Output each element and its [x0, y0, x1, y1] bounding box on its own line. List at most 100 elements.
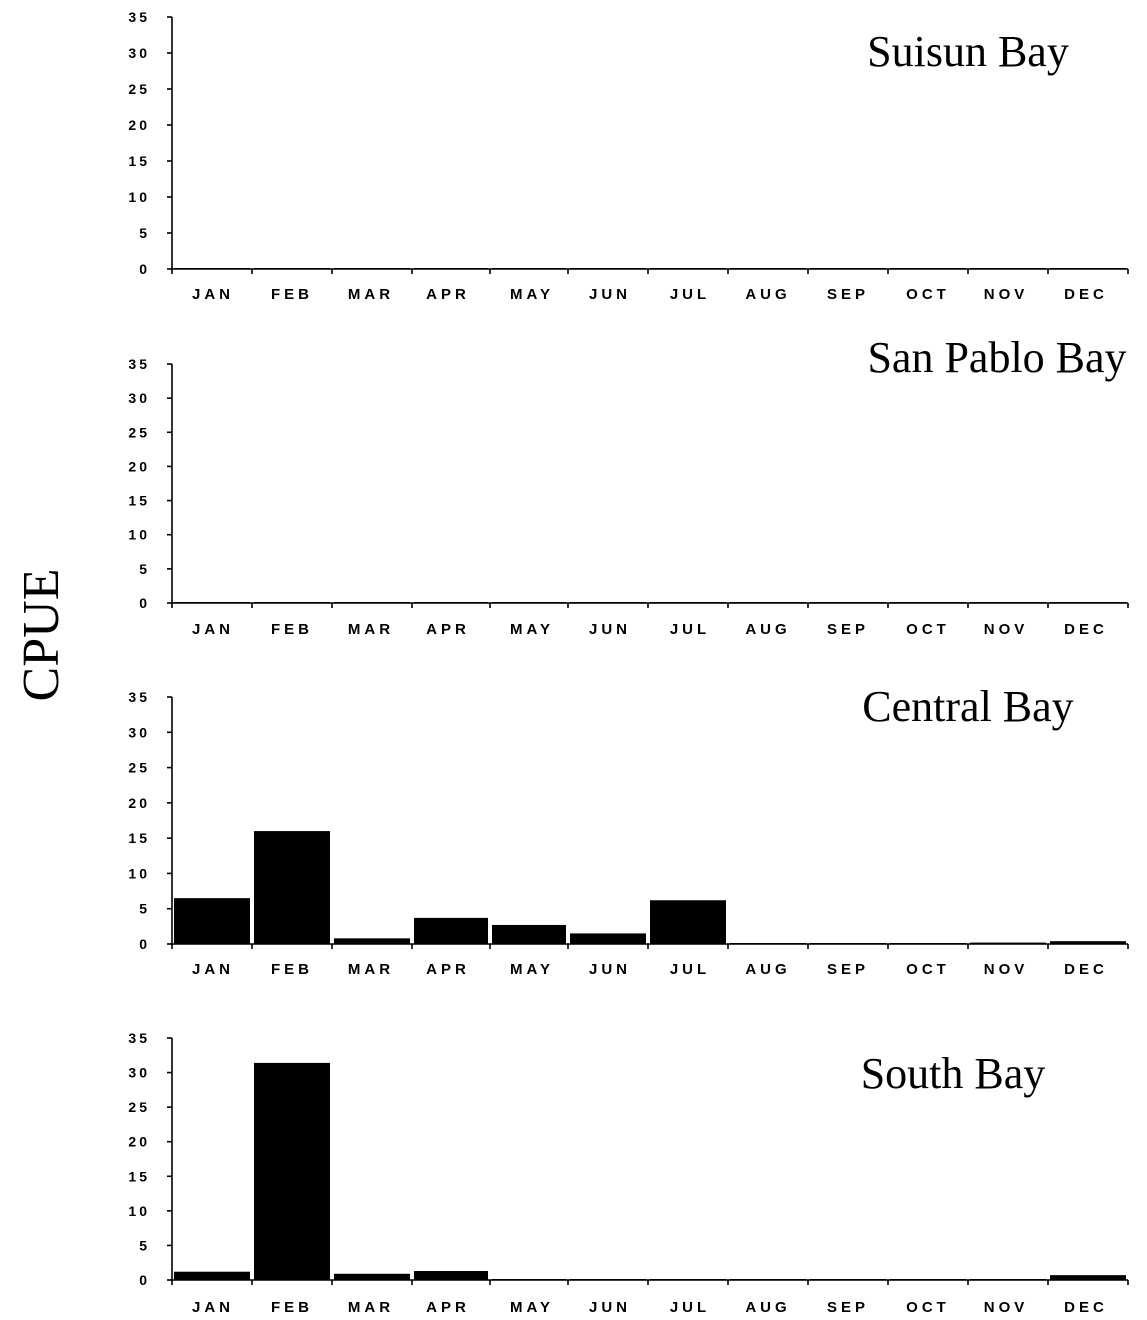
- bar-mar: [334, 1273, 410, 1280]
- y-tick-label: 20: [128, 458, 150, 474]
- bar-jan: [174, 898, 250, 944]
- panel-4: South Bay 35 30 25 20 15 10 5 0 JAN FEB MAR APR MAY JU…: [128, 1030, 1129, 1316]
- y-tick-label: 10: [128, 1203, 150, 1219]
- y-tick-label: 35: [128, 689, 150, 705]
- y-tick-label: 10: [128, 527, 150, 543]
- x-tick-label: NOV: [984, 286, 1029, 303]
- x-tick-label: SEP: [827, 961, 869, 978]
- y-tick-label: 35: [128, 9, 150, 25]
- x-tick-label: DEC: [1064, 1299, 1108, 1316]
- y-tick-label: 15: [128, 153, 150, 169]
- bar-apr: [414, 1271, 488, 1280]
- x-tick-label: JAN: [192, 1299, 234, 1316]
- y-tick-label: 20: [128, 795, 150, 811]
- x-tick-label: AUG: [745, 1299, 790, 1316]
- y-axis-label: CPUE: [13, 569, 70, 702]
- y-tick-label: 25: [128, 1099, 150, 1115]
- y-tick-label: 15: [128, 493, 150, 509]
- x-tick-label: MAY: [510, 961, 554, 978]
- y-tick-label: 25: [128, 81, 150, 97]
- x-tick-label: JUN: [589, 1299, 631, 1316]
- x-tick-label: MAR: [348, 621, 394, 638]
- x-tick-label: FEB: [271, 286, 313, 303]
- bar-dec: [1050, 1275, 1126, 1280]
- x-tick-label: NOV: [984, 1299, 1029, 1316]
- bar-mar: [334, 938, 410, 944]
- x-tick-label: JAN: [192, 961, 234, 978]
- x-tick-label: NOV: [984, 961, 1029, 978]
- panel-title: South Bay: [861, 1049, 1046, 1098]
- x-tick-label: JUN: [589, 286, 631, 303]
- chart-panels: Suisun Bay 35 30 25 20 15 10 5 0 JAN FEB MAR APR MAY J…: [128, 9, 1129, 1316]
- y-tick-label: 5: [139, 901, 150, 917]
- panel-title: San Pablo Bay: [867, 333, 1126, 382]
- y-tick-label: 5: [139, 561, 150, 577]
- x-tick-label: JUN: [589, 961, 631, 978]
- x-tick-label: NOV: [984, 621, 1029, 638]
- panel-title: Suisun Bay: [867, 27, 1069, 76]
- y-tick-label: 15: [128, 830, 150, 846]
- y-tick-label: 0: [139, 261, 150, 277]
- x-tick-label: MAR: [348, 961, 394, 978]
- y-tick-label: 30: [128, 390, 150, 406]
- y-tick-label: 30: [128, 1065, 150, 1081]
- bar-jul: [650, 900, 726, 944]
- x-tick-label: JAN: [192, 286, 234, 303]
- x-tick-label: FEB: [271, 1299, 313, 1316]
- x-tick-label: SEP: [827, 1299, 869, 1316]
- y-tick-label: 20: [128, 117, 150, 133]
- x-tick-label: AUG: [745, 621, 790, 638]
- bar-may: [492, 924, 566, 944]
- bar-jan: [174, 1271, 250, 1280]
- x-tick-label: JUL: [670, 286, 710, 303]
- bar-jun: [570, 933, 646, 944]
- y-tick-label: 5: [139, 1237, 150, 1253]
- panel-1: Suisun Bay 35 30 25 20 15 10 5 0 JAN FEB MAR APR MAY J…: [128, 9, 1129, 303]
- bar-feb: [254, 831, 330, 944]
- panel-2: San Pablo Bay 35 30 25 20 15 10 5 0 JAN FEB MAR APR M…: [128, 333, 1129, 638]
- x-tick-label: AUG: [745, 961, 790, 978]
- x-tick-label: APR: [426, 621, 470, 638]
- x-tick-label: MAY: [510, 621, 554, 638]
- x-tick-label: MAY: [510, 1299, 554, 1316]
- x-tick-label: OCT: [906, 1299, 950, 1316]
- panel-title: Central Bay: [862, 682, 1073, 731]
- y-tick-label: 30: [128, 724, 150, 740]
- y-tick-label: 35: [128, 1030, 150, 1046]
- x-tick-label: DEC: [1064, 286, 1108, 303]
- x-tick-label: JAN: [192, 621, 234, 638]
- x-tick-label: MAR: [348, 286, 394, 303]
- y-tick-label: 0: [139, 1272, 150, 1288]
- x-tick-label: OCT: [906, 621, 950, 638]
- bar-dec: [1050, 941, 1126, 944]
- x-tick-label: AUG: [745, 286, 790, 303]
- x-tick-label: JUL: [670, 961, 710, 978]
- y-tick-label: 20: [128, 1134, 150, 1150]
- x-tick-label: SEP: [827, 621, 869, 638]
- x-tick-label: APR: [426, 1299, 470, 1316]
- panel-3: Central Bay 35 30 25 20 15 10 5 0 JAN FEB MAR APR MAY…: [128, 682, 1129, 978]
- y-tick-label: 10: [128, 865, 150, 881]
- x-tick-label: JUN: [589, 621, 631, 638]
- bar-feb: [254, 1062, 330, 1280]
- x-tick-label: JUL: [670, 621, 710, 638]
- x-tick-label: FEB: [271, 621, 313, 638]
- x-tick-label: APR: [426, 961, 470, 978]
- y-tick-label: 0: [139, 936, 150, 952]
- x-tick-label: JUL: [670, 1299, 710, 1316]
- y-tick-label: 30: [128, 45, 150, 61]
- y-tick-label: 15: [128, 1168, 150, 1184]
- x-tick-label: DEC: [1064, 961, 1108, 978]
- y-tick-label: 35: [128, 356, 150, 372]
- y-tick-label: 10: [128, 189, 150, 205]
- bar-apr: [414, 917, 488, 944]
- x-tick-label: OCT: [906, 961, 950, 978]
- x-tick-label: DEC: [1064, 621, 1108, 638]
- x-tick-label: MAR: [348, 1299, 394, 1316]
- y-tick-label: 25: [128, 424, 150, 440]
- y-tick-label: 25: [128, 760, 150, 776]
- x-tick-label: OCT: [906, 286, 950, 303]
- x-tick-label: SEP: [827, 286, 869, 303]
- y-tick-label: 0: [139, 595, 150, 611]
